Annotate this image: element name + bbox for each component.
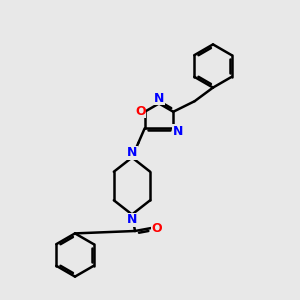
Text: O: O [152, 221, 162, 235]
Text: O: O [152, 221, 162, 235]
Text: O: O [135, 105, 146, 118]
Text: N: N [127, 146, 137, 159]
Text: O: O [135, 105, 146, 118]
Text: N: N [154, 92, 164, 105]
Text: N: N [172, 125, 183, 138]
Text: N: N [154, 92, 164, 105]
Text: N: N [127, 146, 137, 159]
Text: N: N [172, 125, 183, 138]
Text: N: N [127, 213, 137, 226]
Text: N: N [127, 213, 137, 226]
